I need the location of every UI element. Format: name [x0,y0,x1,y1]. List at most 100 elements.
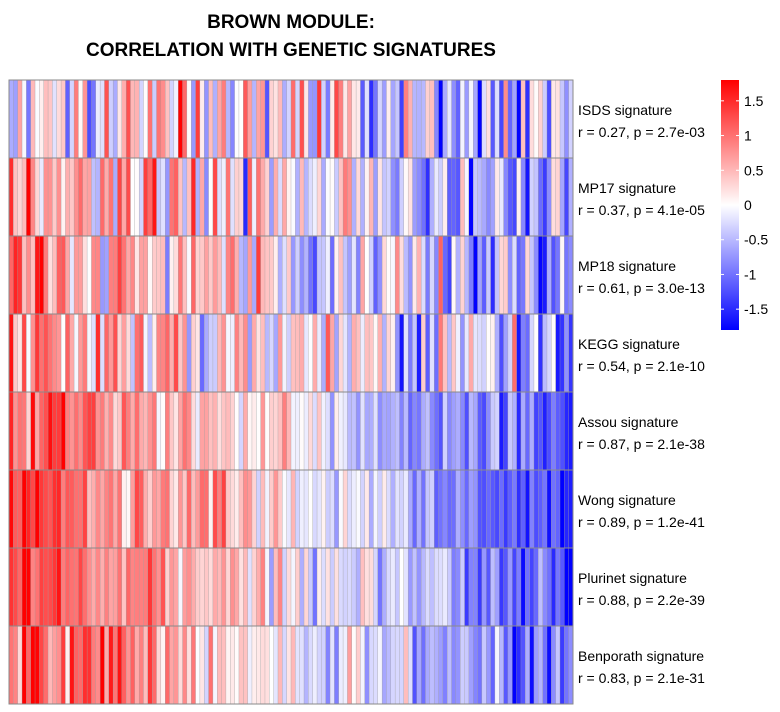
heatmap-cell [438,157,444,237]
heatmap-cell [269,391,275,471]
heatmap-cell [299,79,305,159]
heatmap-cell [247,235,253,315]
heatmap-cell [538,79,544,159]
heatmap-cell [95,157,101,237]
heatmap-cell [169,313,175,393]
heatmap-cell [39,391,45,471]
heatmap-cell [564,469,570,549]
heatmap-cell [208,391,214,471]
heatmap-cell [108,79,114,159]
heatmap-cell [104,313,110,393]
heatmap-cell [551,235,557,315]
heatmap-cell [39,547,45,627]
heatmap-cell [156,625,162,705]
heatmap-cell [303,157,309,237]
heatmap-cell [151,625,157,705]
heatmap-cell [295,79,301,159]
heatmap-cell [290,235,296,315]
heatmap-cell [303,625,309,705]
heatmap-cell [334,313,340,393]
heatmap-cell [533,547,539,627]
heatmap-cell [520,547,526,627]
heatmap-cell [238,547,244,627]
heatmap-cell [542,547,548,627]
heatmap-cell [65,469,71,549]
heatmap-cell [47,313,53,393]
heatmap-cell [299,625,305,705]
heatmap-cell [217,313,223,393]
heatmap-cell [182,79,188,159]
heatmap-cell [17,547,23,627]
heatmap-cell [295,469,301,549]
heatmap-cell [546,469,552,549]
heatmap-cell [269,235,275,315]
heatmap-cell [73,547,79,627]
heatmap-cell [173,157,179,237]
heatmap-cell [420,625,426,705]
heatmap-cell [112,625,118,705]
heatmap-cell [429,79,435,159]
heatmap-cell [325,391,331,471]
heatmap-cell [264,625,270,705]
heatmap-cell [447,157,452,237]
heatmap-cell [403,547,409,627]
heatmap-cell [312,157,318,237]
heatmap-cell [282,313,288,393]
heatmap-cell [486,469,492,549]
heatmap-cell [34,157,40,237]
heatmap-cell [429,313,435,393]
heatmap-cell [86,469,92,549]
heatmap-cell [26,79,32,159]
heatmap-cell [321,313,327,393]
heatmap-cell [204,157,210,237]
heatmap-cell [104,157,110,237]
heatmap-cell [347,391,353,471]
heatmap-cell [91,235,97,315]
heatmap-cell [347,547,353,627]
heatmap-cell [151,469,157,549]
heatmap-cell [499,157,505,237]
heatmap-cell [13,79,19,159]
heatmap-cell [394,79,400,159]
chart-title: BROWN MODULE: CORRELATION WITH GENETIC SI… [86,12,496,61]
heatmap-cell [151,391,157,471]
heatmap-cell [160,547,166,627]
heatmap-cell [473,625,479,705]
heatmap-cell [138,391,144,471]
heatmap-cell [351,391,357,471]
heatmap-cell [186,625,192,705]
heatmap-cell [503,625,509,705]
heatmap-cell [186,157,192,237]
heatmap-cell [56,157,62,237]
heatmap-cell [347,625,353,705]
heatmap-cell [394,391,400,471]
heatmap-cell [78,157,84,237]
heatmap-cell [78,547,84,627]
heatmap-cell [516,547,522,627]
heatmap-cell [277,79,283,159]
heatmap-cell [99,625,105,705]
heatmap-cell [91,547,97,627]
heatmap-cell [329,79,335,159]
heatmap-cell [121,313,127,393]
heatmap-cell [334,235,340,315]
heatmap-cell [286,157,292,237]
heatmap-cell [65,157,71,237]
heatmap-cell [447,625,452,705]
heatmap-cell [238,625,244,705]
heatmap-cell [178,625,184,705]
heatmap-cell [195,79,201,159]
heatmap-cell [86,625,92,705]
heatmap-cell [65,313,71,393]
heatmap-cell [243,313,249,393]
heatmap-cell [360,625,366,705]
heatmap-cell [499,469,505,549]
heatmap-cell [312,235,318,315]
heatmap-cell [494,625,500,705]
heatmap-cell [186,313,192,393]
heatmap-cell [91,313,97,393]
heatmap-cell [559,157,565,237]
heatmap-cell [108,547,114,627]
heatmap-cell [134,391,140,471]
heatmap-cell [112,391,118,471]
